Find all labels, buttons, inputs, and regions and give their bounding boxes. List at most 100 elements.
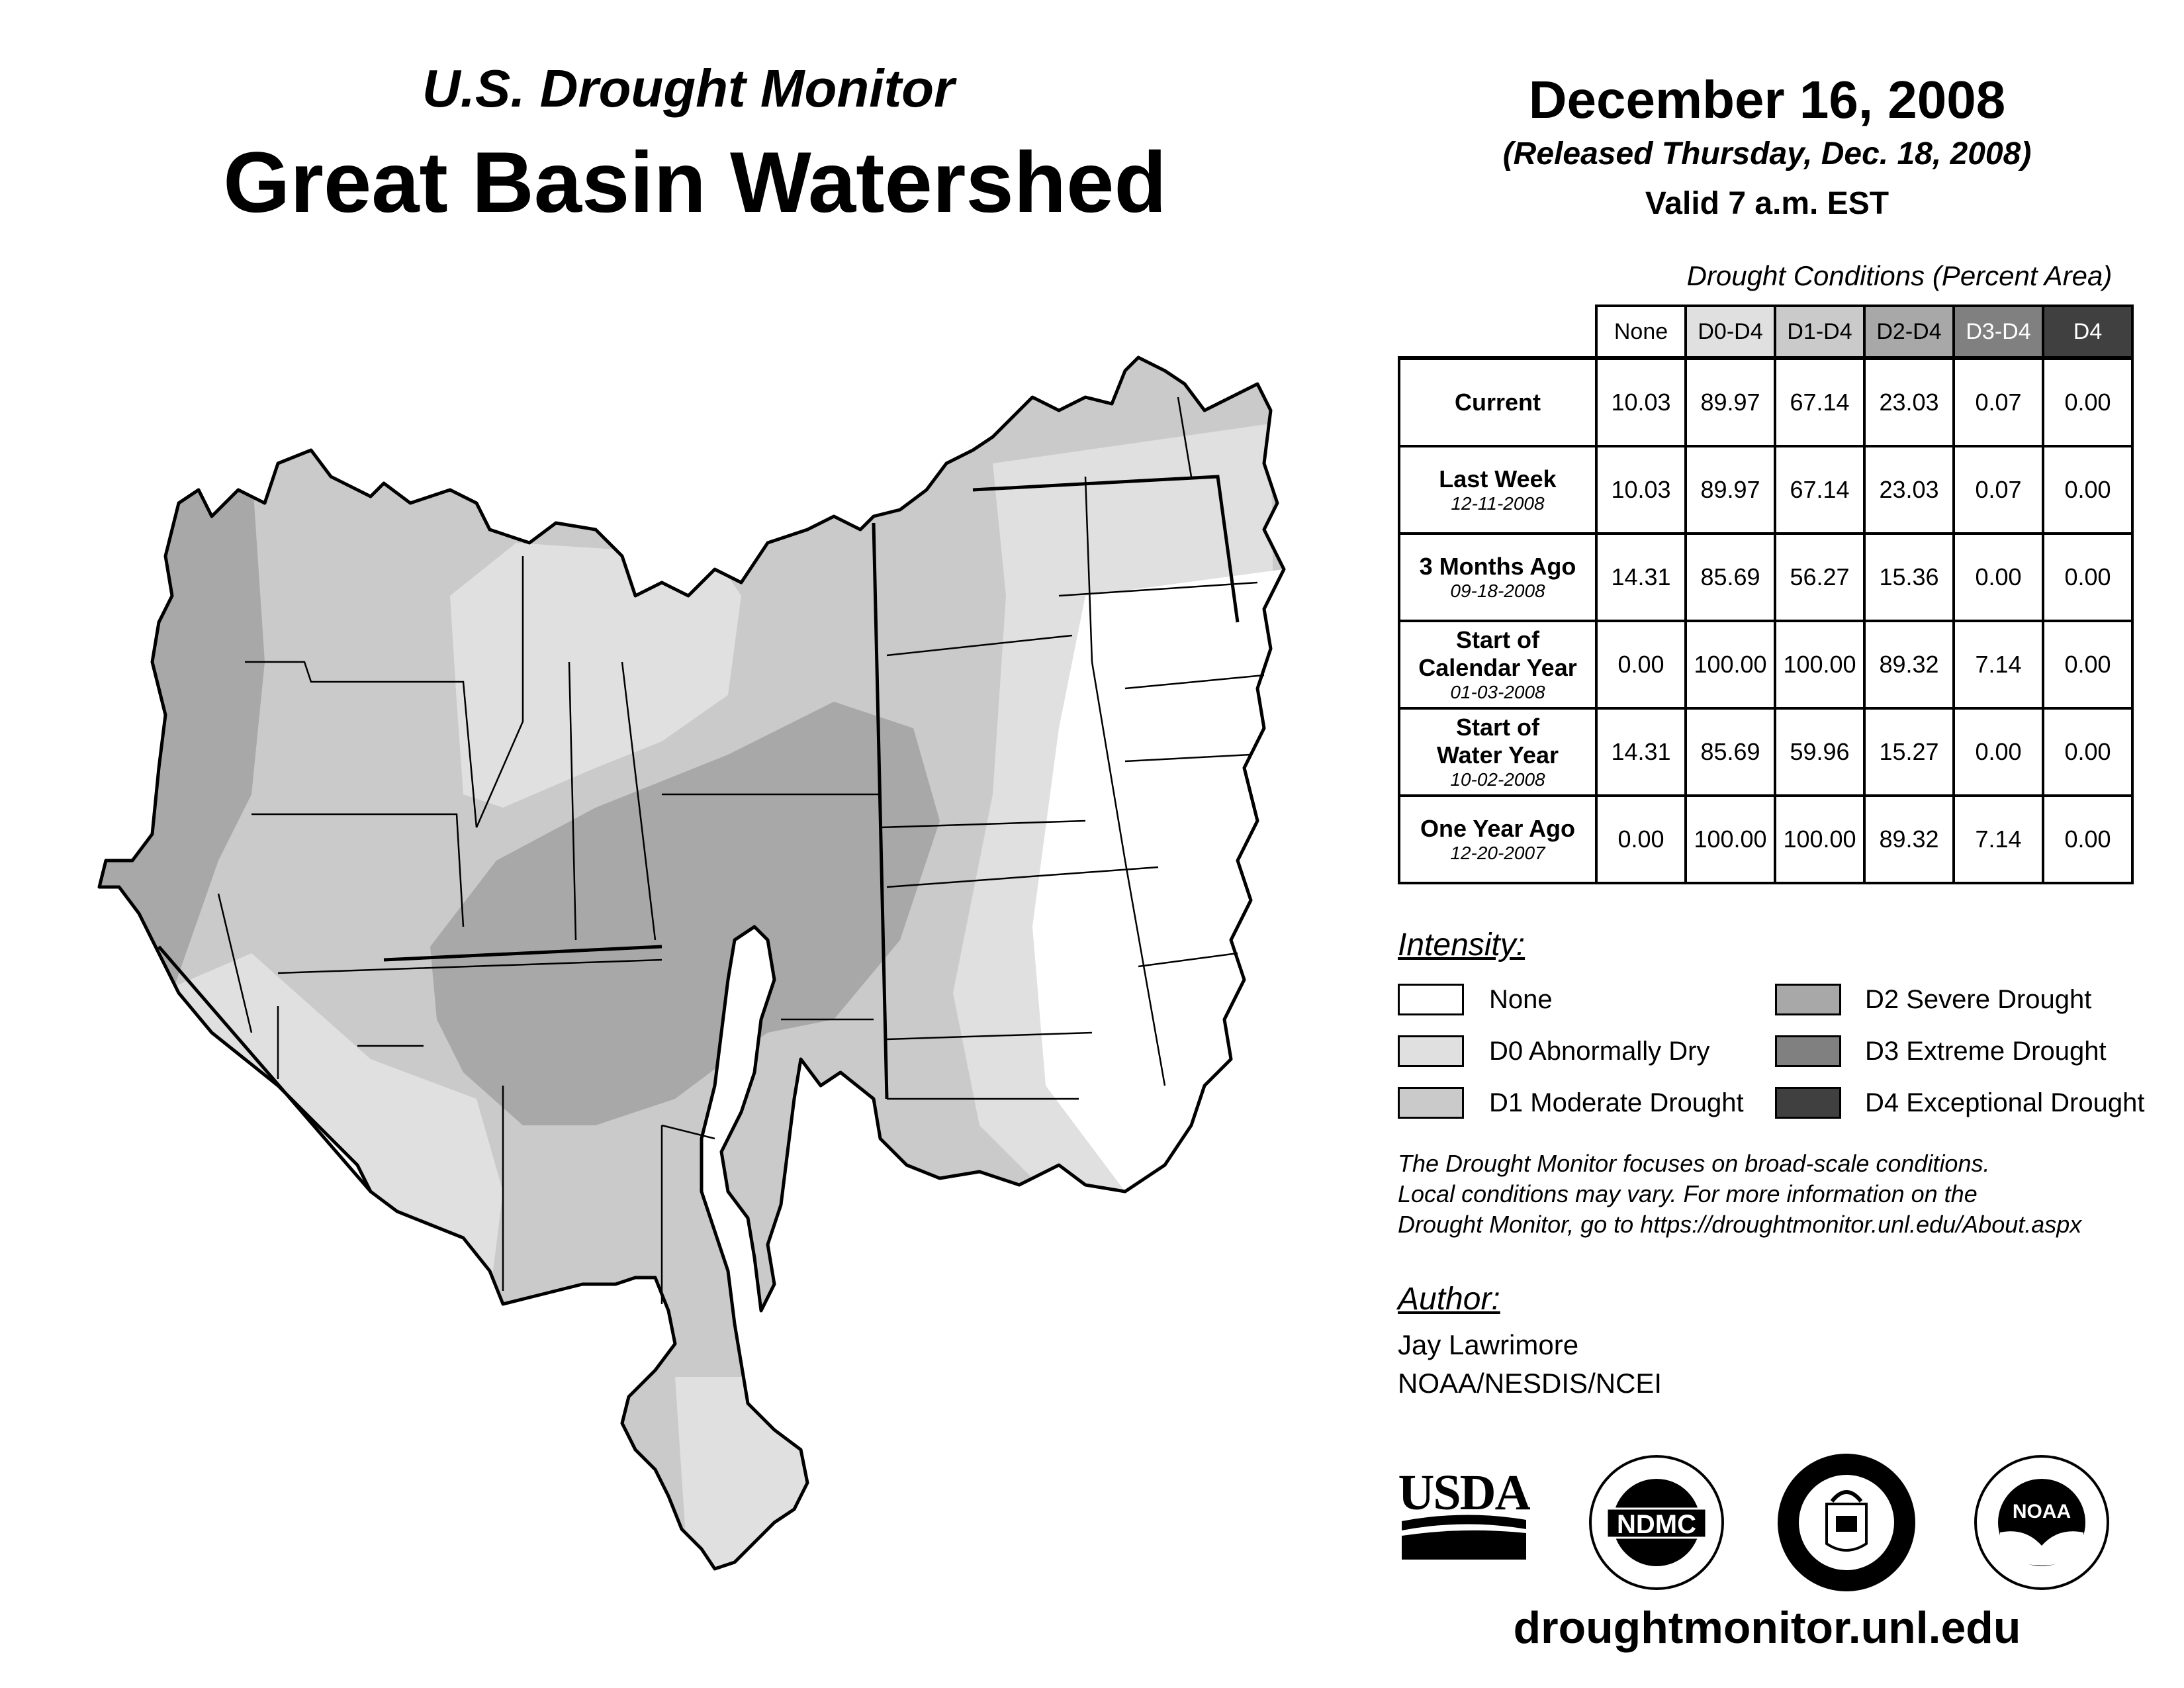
table-header-row: None D0-D4 D1-D4 D2-D4 D3-D4 D4 [1399, 305, 2134, 359]
drought-conditions-table: None D0-D4 D1-D4 D2-D4 D3-D4 D4 Current 1… [1398, 305, 2134, 884]
table-row: 3 Months Ago 09-18-2008 14.31 85.69 56.27 15.… [1398, 532, 2134, 622]
noaa-logo: NOAA [1974, 1455, 2109, 1590]
table-cell: 7.14 [1952, 794, 2044, 884]
row-label-text: Last Week [1439, 465, 1557, 492]
usda-logo: USDA [1398, 1465, 1530, 1560]
table-cell: 0.00 [1952, 532, 2044, 622]
ndmc-logo: NDMC [1589, 1455, 1724, 1590]
table-cell: 100.00 [1684, 794, 1776, 884]
legend-swatch-none [1398, 984, 1464, 1015]
table-cell: 100.00 [1774, 620, 1866, 710]
legend-label-none: None [1489, 985, 1553, 1014]
column-header: D2-D4 [1863, 305, 1955, 359]
doc-seal-logo [1778, 1454, 1915, 1591]
table-cell: 56.27 [1774, 532, 1866, 622]
table-cell: 23.03 [1863, 356, 1955, 447]
legend-label-d1: D1 Moderate Drought [1489, 1088, 1744, 1117]
valid-time: Valid 7 a.m. EST [1645, 186, 1889, 221]
table-cell: 15.36 [1863, 532, 1955, 622]
legend-swatch-d0 [1398, 1035, 1464, 1067]
table-cell: 14.31 [1595, 707, 1687, 797]
disclaimer-line: The Drought Monitor focuses on broad-sca… [1398, 1150, 1990, 1177]
table-cell: 10.03 [1595, 356, 1687, 447]
legend-swatch-d1 [1398, 1087, 1464, 1119]
legend-label-d2: D2 Severe Drought [1865, 985, 2092, 1014]
table-row: One Year Ago 12-20-2007 0.00 100.00 100.00 89… [1398, 794, 2134, 884]
table-cell: 14.31 [1595, 532, 1687, 622]
legend-label-d0: D0 Abnormally Dry [1489, 1037, 1710, 1066]
table-row: Start of Calendar Year 01-03-2008 0.00 100.0… [1398, 620, 2134, 710]
usda-logo-text: USDA [1398, 1465, 1530, 1521]
author-name: Jay Lawrimore [1398, 1329, 1579, 1360]
row-label: Start of Water Year 10-02-2008 [1398, 707, 1598, 797]
table-cell: 10.03 [1595, 445, 1687, 535]
county-boundaries [217, 397, 1265, 1304]
table-cell: 85.69 [1684, 532, 1776, 622]
table-cell: 23.03 [1863, 445, 1955, 535]
footer-url[interactable]: droughtmonitor.unl.edu [1513, 1603, 2021, 1653]
release-date: (Released Thursday, Dec. 18, 2008) [1502, 136, 2032, 171]
ndmc-logo-text: NDMC [1617, 1510, 1696, 1539]
d0-region-southwest [159, 953, 503, 1297]
column-header: D3-D4 [1952, 305, 2044, 359]
table-cell: 0.00 [1952, 707, 2044, 797]
row-date: 12-20-2007 [1450, 843, 1545, 863]
row-label-text: Current [1454, 389, 1541, 416]
column-header: D0-D4 [1684, 305, 1776, 359]
disclaimer: The Drought Monitor focuses on broad-sca… [1398, 1149, 2165, 1240]
basin-outline [97, 355, 1286, 1571]
row-label: 3 Months Ago 09-18-2008 [1398, 532, 1598, 622]
legend-heading: Intensity: [1398, 927, 1525, 962]
legend-swatch-d4 [1775, 1087, 1841, 1119]
noaa-logo-text: NOAA [2013, 1501, 2071, 1523]
legend-swatch-d2 [1775, 984, 1841, 1015]
table-cell: 100.00 [1774, 794, 1866, 884]
disclaimer-line: Drought Monitor, go to https://droughtmo… [1398, 1211, 2082, 1238]
legend-swatch-d3 [1775, 1035, 1841, 1067]
table-cell: 0.00 [2042, 707, 2134, 797]
table-cell: 59.96 [1774, 707, 1866, 797]
row-label-text: Start of [1456, 714, 1539, 741]
column-header: D4 [2042, 305, 2134, 359]
disclaimer-line: Local conditions may vary. For more info… [1398, 1180, 1978, 1207]
row-label: Start of Calendar Year 01-03-2008 [1398, 620, 1598, 710]
table-row: Last Week 12-11-2008 10.03 89.97 67.14 23.03 0… [1398, 445, 2134, 535]
table-cell: 67.14 [1774, 445, 1866, 535]
table-cell: 0.07 [1952, 445, 2044, 535]
table-cell: 0.00 [1595, 620, 1687, 710]
table-row: Current 10.03 89.97 67.14 23.03 0.07 0.00 [1398, 356, 2134, 447]
table-cell: 0.07 [1952, 356, 2044, 447]
table-cell: 89.97 [1684, 445, 1776, 535]
d3-region-west [119, 635, 152, 728]
table-cell: 89.97 [1684, 356, 1776, 447]
author-org: NOAA/NESDIS/NCEI [1398, 1368, 1662, 1399]
table-cell: 0.00 [1595, 794, 1687, 884]
table-corner [1399, 306, 1596, 358]
row-date: 12-11-2008 [1451, 493, 1545, 514]
row-label-text: Start of [1456, 626, 1539, 653]
table-cell: 85.69 [1684, 707, 1776, 797]
table-cell: 7.14 [1952, 620, 2044, 710]
author-heading: Author: [1398, 1282, 1500, 1317]
row-label: Last Week 12-11-2008 [1398, 445, 1598, 535]
row-label: One Year Ago 12-20-2007 [1398, 794, 1598, 884]
table-cell: 15.27 [1863, 707, 1955, 797]
map-date: December 16, 2008 [1528, 70, 2006, 129]
table-cell: 0.00 [2042, 532, 2134, 622]
page-title: Great Basin Watershed [223, 134, 1167, 230]
legend-label-d3: D3 Extreme Drought [1865, 1037, 2107, 1066]
row-label: Current [1398, 356, 1598, 447]
row-date: 01-03-2008 [1450, 682, 1545, 702]
table-cell: 0.00 [2042, 620, 2134, 710]
table-cell: 89.32 [1863, 620, 1955, 710]
row-date: 10-02-2008 [1450, 769, 1545, 790]
drought-map [97, 355, 1286, 1571]
table-cell: 0.00 [2042, 794, 2134, 884]
row-label-text: Water Year [1436, 741, 1559, 769]
subtitle: U.S. Drought Monitor [422, 59, 955, 118]
table-cell: 100.00 [1684, 620, 1776, 710]
table-row: Start of Water Year 10-02-2008 14.31 85.69 59… [1398, 707, 2134, 797]
row-label-text: One Year Ago [1420, 815, 1576, 842]
table-cell: 89.32 [1863, 794, 1955, 884]
legend-label-d4: D4 Exceptional Drought [1865, 1088, 2145, 1117]
